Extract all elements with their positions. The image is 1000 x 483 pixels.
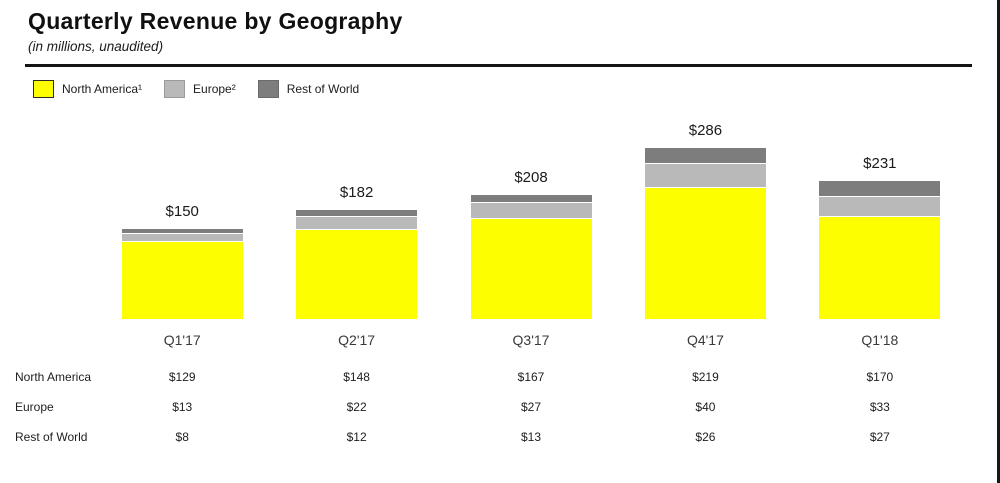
x-axis-label: Q1'18 bbox=[861, 332, 899, 348]
bar-segment-europe bbox=[644, 163, 766, 188]
bar-group-q2-17: $182 Q2'17 bbox=[269, 112, 443, 350]
table-cell: $219 bbox=[692, 370, 719, 384]
table-cell: $13 bbox=[521, 430, 542, 444]
chart-columns: $150 Q1'17 $182 Q2'17 $208 Q3'17 $286 Q4'17 $231… bbox=[95, 112, 967, 350]
bar-group-q1-18: $231 Q1'18 bbox=[793, 112, 967, 350]
bar-total-label: $286 bbox=[688, 122, 723, 140]
legend-swatch-rest-of-world bbox=[257, 80, 279, 98]
bar-group-q1-17: $150 Q1'17 bbox=[95, 112, 269, 350]
table-cell: $33 bbox=[869, 400, 890, 414]
row-label: North America bbox=[15, 370, 92, 384]
table-cell: $40 bbox=[695, 400, 716, 414]
table-row-europe: Europe $13 $22 $27 $40 $33 bbox=[15, 392, 967, 422]
bar-stack bbox=[644, 148, 766, 319]
bar-segment-rest-of-world bbox=[296, 209, 418, 218]
bar-segment-north-america bbox=[121, 241, 243, 319]
header: Quarterly Revenue by Geography (in milli… bbox=[0, 0, 997, 54]
bar-segment-rest-of-world bbox=[644, 148, 766, 164]
legend-swatch-north-america bbox=[33, 80, 54, 98]
page-subtitle: (in millions, unaudited) bbox=[28, 39, 164, 54]
table-cell: $13 bbox=[172, 400, 193, 414]
table-cell: $22 bbox=[346, 400, 367, 414]
bar-stack bbox=[121, 229, 243, 319]
x-axis-label: Q3'17 bbox=[512, 332, 550, 348]
bar-total-label: $182 bbox=[339, 183, 374, 201]
table-cell: $170 bbox=[866, 370, 894, 384]
bar-segment-europe bbox=[121, 233, 243, 242]
bar-segment-north-america bbox=[819, 217, 941, 319]
chart-row: $150 Q1'17 $182 Q2'17 $208 Q3'17 $286 Q4'17 $231… bbox=[0, 112, 997, 350]
revenue-chart: $150 Q1'17 $182 Q2'17 $208 Q3'17 $286 Q4'17 $231… bbox=[0, 112, 997, 350]
table-cell: $8 bbox=[175, 430, 189, 444]
bar-total-label: $208 bbox=[514, 168, 548, 186]
legend-item-europe: Europe² bbox=[164, 80, 236, 98]
row-label: Rest of World bbox=[15, 430, 88, 444]
bar-segment-rest-of-world bbox=[819, 181, 941, 198]
table-cell: $27 bbox=[521, 400, 542, 414]
bar-segment-europe bbox=[296, 217, 418, 231]
bar-segment-europe bbox=[470, 202, 592, 219]
bar-segment-rest-of-world bbox=[121, 229, 243, 234]
bar-segment-north-america bbox=[296, 230, 418, 319]
table-cell: $27 bbox=[869, 430, 890, 444]
chart-left-spacer bbox=[15, 112, 95, 350]
legend-label: Europe² bbox=[193, 82, 236, 96]
x-axis-label: Q1'17 bbox=[163, 332, 201, 348]
legend-label: North America¹ bbox=[62, 82, 143, 96]
data-table: North America $129 $148 $167 $219 $170 Europe $… bbox=[0, 362, 997, 452]
table-row-rest-of-world: Rest of World $8 $12 $13 $26 $27 bbox=[15, 422, 967, 452]
bar-stack bbox=[819, 181, 941, 319]
legend-item-rest-of-world: Rest of World bbox=[257, 80, 360, 98]
bar-segment-north-america bbox=[470, 218, 592, 319]
legend-swatch-europe bbox=[164, 80, 186, 98]
header-divider bbox=[25, 64, 972, 67]
legend-label: Rest of World bbox=[286, 82, 360, 96]
table-cell: $129 bbox=[168, 370, 196, 384]
bar-total-label: $150 bbox=[165, 203, 199, 221]
bar-segment-north-america bbox=[644, 187, 766, 319]
x-axis-label: Q2'17 bbox=[338, 332, 376, 348]
bar-stack bbox=[296, 209, 418, 319]
table-cell: $26 bbox=[695, 430, 716, 444]
page-title: Quarterly Revenue by Geography bbox=[28, 8, 403, 34]
bar-group-q4-17: $286 Q4'17 bbox=[618, 112, 792, 350]
table-cell: $12 bbox=[346, 430, 367, 444]
bar-segment-rest-of-world bbox=[470, 194, 592, 203]
bar-group-q3-17: $208 Q3'17 bbox=[444, 112, 618, 350]
bar-segment-europe bbox=[819, 197, 941, 217]
legend: North America¹ Europe² Rest of World bbox=[33, 80, 997, 98]
legend-item-north-america: North America¹ bbox=[33, 80, 142, 98]
row-label: Europe bbox=[15, 400, 54, 414]
x-axis-label: Q4'17 bbox=[686, 332, 724, 348]
bar-stack bbox=[470, 194, 592, 319]
table-cell: $167 bbox=[517, 370, 545, 384]
table-cell: $148 bbox=[343, 370, 370, 384]
bar-total-label: $231 bbox=[863, 155, 897, 173]
table-row-north-america: North America $129 $148 $167 $219 $170 bbox=[15, 362, 967, 392]
